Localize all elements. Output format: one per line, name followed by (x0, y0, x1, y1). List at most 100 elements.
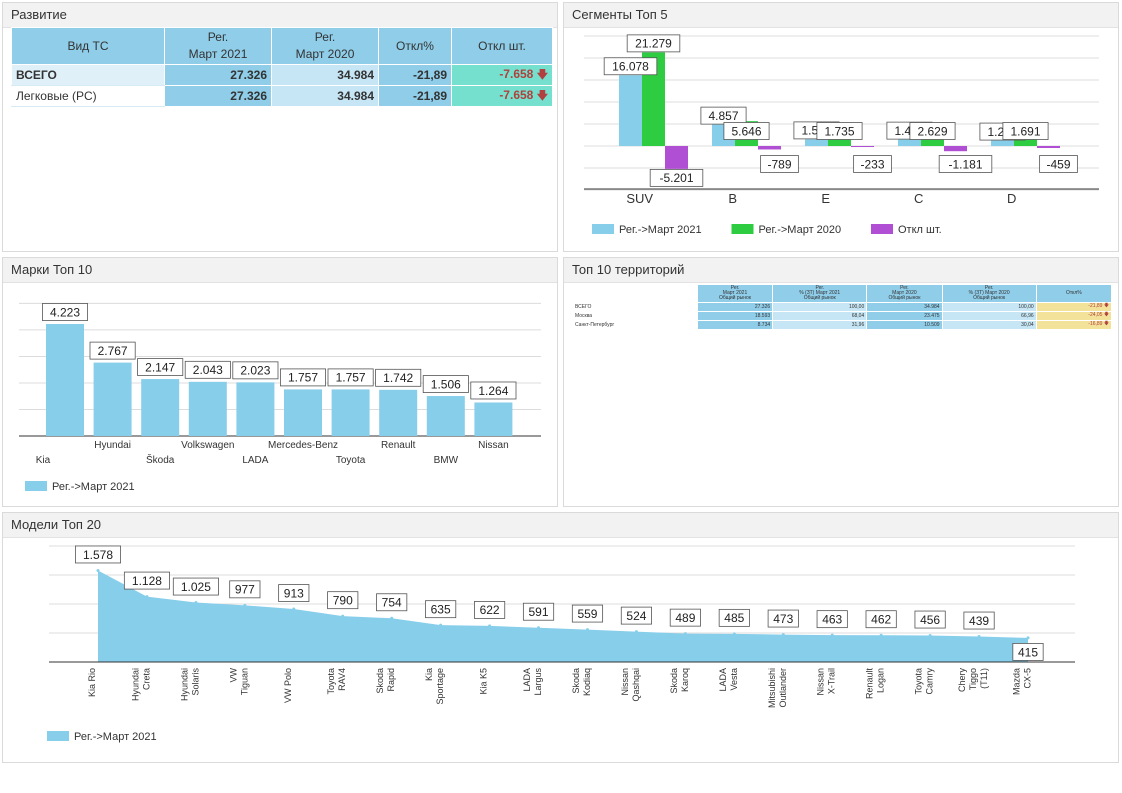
legend-label[interactable]: Рег.->Март 2021 (52, 481, 135, 493)
data-label-box (123, 571, 170, 590)
data-label: 1.757 (288, 371, 318, 385)
data-point[interactable] (781, 633, 785, 637)
data-point[interactable] (96, 568, 100, 572)
col-header-abs[interactable]: Откл шт. (451, 27, 553, 65)
tick-label: C (914, 191, 923, 206)
data-point[interactable] (537, 626, 541, 630)
col-header-pct[interactable]: Откл% (378, 27, 452, 65)
legend-label[interactable]: Рег.->Март 2021 (619, 224, 702, 236)
data-point[interactable] (585, 628, 589, 632)
table-row[interactable]: ВСЕГО 27.326 34.984 -21,89 -7.658 🡇 (11, 64, 553, 86)
data-label: 415 (1018, 645, 1038, 659)
bar-2021[interactable] (619, 75, 642, 146)
data-point[interactable] (439, 623, 443, 627)
cell-2020: 34.984 (271, 64, 379, 86)
tick-label: Qashqai (631, 668, 641, 702)
table-row[interactable]: ВСЕГО 27.326 100,00 34.984 100,00 -21,89… (572, 302, 1113, 312)
data-point[interactable] (879, 633, 883, 637)
legend-swatch (592, 224, 614, 234)
bar[interactable] (426, 396, 465, 436)
data-label: 913 (284, 586, 304, 600)
data-point[interactable] (1026, 636, 1030, 640)
col-header[interactable]: Рег. % (ЗТ) Март 2020 Общий рынок (941, 284, 1037, 303)
row-label: ВСЕГО (11, 64, 165, 86)
arrow-down-icon: 🡇 (1103, 303, 1109, 309)
bar-2021[interactable] (898, 139, 921, 146)
col-header[interactable]: Рег. Март 2020 Общий рынок (866, 284, 943, 303)
data-point[interactable] (732, 632, 736, 636)
legend-label[interactable]: Рег.->Март 2021 (74, 731, 157, 743)
tick-label: Skoda (375, 668, 385, 694)
bar-diff[interactable] (1037, 146, 1060, 149)
bar-diff[interactable] (665, 146, 688, 169)
table-row[interactable]: Санкт-Петербург 8.734 31,96 10.509 30,04… (572, 320, 1113, 330)
col-header-2021[interactable]: Рег. Март 2021 (164, 27, 272, 65)
bar-2021[interactable] (805, 139, 828, 146)
bar[interactable] (331, 389, 370, 436)
bar[interactable] (93, 362, 132, 436)
tick-label: Kia Rio (87, 668, 97, 697)
data-point[interactable] (390, 616, 394, 620)
tick-label: Karoq (680, 668, 690, 692)
data-point[interactable] (830, 633, 834, 637)
data-point[interactable] (145, 595, 149, 599)
tick-label: Creta (141, 668, 151, 690)
data-label: 635 (431, 602, 451, 616)
tick-label: Tiguan (239, 668, 249, 695)
tick-label: E (821, 191, 830, 206)
bar-2020[interactable] (1014, 138, 1037, 146)
data-label-box (1002, 122, 1049, 140)
tick-label: LADA (242, 455, 268, 466)
data-label-box (963, 611, 995, 630)
brands-chart: 4.223 Kia 2.767 Hyundai 2.147 Škoda 2.043 Volks… (19, 302, 541, 493)
tick-label: Toyota (326, 668, 336, 695)
data-point[interactable] (292, 607, 296, 611)
bar-diff[interactable] (758, 146, 781, 150)
bar[interactable] (46, 324, 84, 436)
area-series[interactable] (98, 570, 1028, 662)
data-point[interactable] (634, 630, 638, 634)
data-label: 1.691 (1010, 124, 1040, 138)
bar[interactable] (474, 402, 513, 436)
data-point[interactable] (243, 603, 247, 607)
tick-label: Hyundai (94, 440, 131, 451)
data-label-box (816, 610, 848, 629)
bar-2020[interactable] (921, 134, 944, 146)
bar[interactable] (284, 389, 322, 436)
bar[interactable] (141, 379, 180, 436)
arrow-down-icon: 🡇 (1103, 312, 1109, 318)
cell: 100,00 (941, 302, 1037, 312)
col-header[interactable]: Откл% (1035, 284, 1113, 303)
data-point[interactable] (488, 624, 492, 628)
bar-2021[interactable] (991, 140, 1014, 146)
cell: 30,04 (941, 320, 1037, 330)
data-point[interactable] (341, 614, 345, 618)
bar-2020[interactable] (642, 52, 665, 146)
bar-2020[interactable] (828, 138, 851, 146)
data-label-box (425, 600, 457, 619)
cell: 34.984 (866, 302, 943, 312)
legend-label[interactable]: Откл шт. (898, 224, 942, 236)
tick-label: Kia (424, 668, 434, 681)
data-label-box (232, 361, 279, 380)
col-header-type[interactable]: Вид ТС (11, 27, 165, 65)
bar-diff[interactable] (944, 146, 967, 152)
data-label: 473 (773, 612, 793, 626)
col-header-2020[interactable]: Рег. Март 2020 (271, 27, 379, 65)
bar[interactable] (379, 389, 418, 436)
brands-panel: Марки Топ 10 4.223 Kia 2.767 Hyundai 2.147 Šk… (2, 257, 558, 507)
data-label: 439 (969, 614, 989, 628)
data-point[interactable] (683, 632, 687, 636)
bar-diff[interactable] (851, 146, 874, 148)
table-row[interactable]: Легковые (PC) 27.326 34.984 -21,89 -7.65… (11, 85, 553, 107)
data-point[interactable] (194, 601, 198, 605)
table-row[interactable]: Москва 18.593 68,04 23.475 66,96 -24,05 … (572, 311, 1113, 321)
col-header[interactable]: Рег. Март 2021 Общий рынок (696, 284, 774, 303)
legend-label[interactable]: Рег.->Март 2020 (759, 224, 842, 236)
bar[interactable] (188, 381, 227, 436)
tick-label: VW Polo (283, 668, 293, 703)
data-point[interactable] (977, 635, 981, 639)
bar[interactable] (236, 382, 275, 436)
col-header[interactable]: Рег. % (ЗТ) Март 2021 Общий рынок (772, 284, 868, 303)
data-point[interactable] (928, 634, 932, 638)
